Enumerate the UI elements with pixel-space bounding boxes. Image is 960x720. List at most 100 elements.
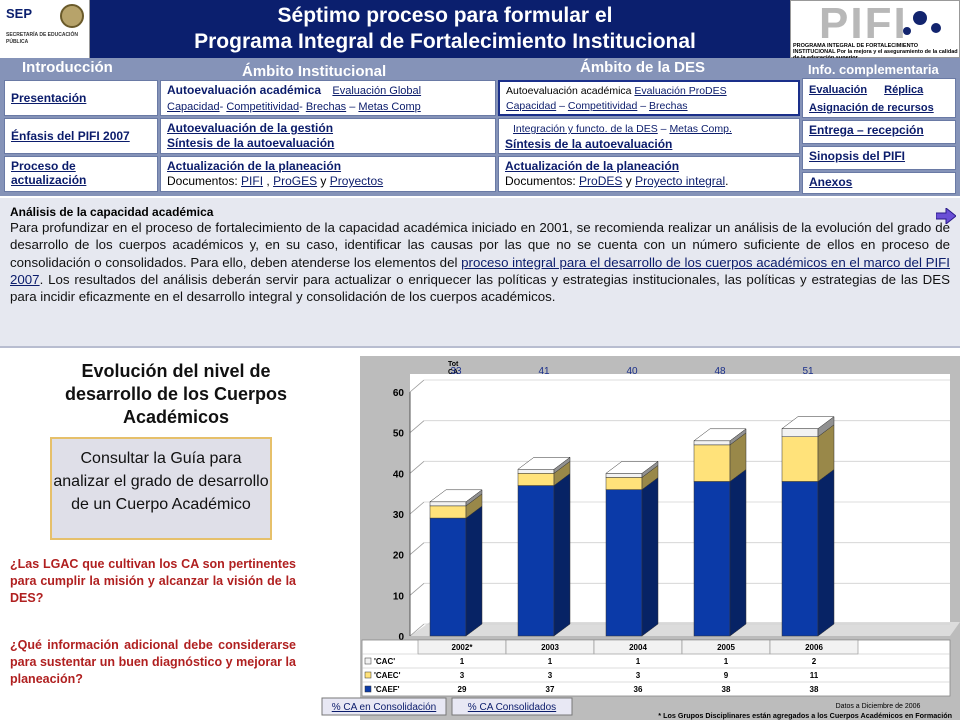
tab-ambito-institucional[interactable]: Ámbito Institucional	[242, 63, 387, 80]
nav-inst-planeacion: Actualización de la planeación Documento…	[160, 156, 496, 192]
sep-subtitle: SECRETARÍA DE EDUCACIÓN PÚBLICA	[6, 32, 78, 45]
y-tick-label: 30	[393, 510, 405, 521]
gridline-depth	[409, 420, 425, 433]
chart-toggle-button-1[interactable]	[321, 697, 447, 716]
table-value: 37	[546, 685, 555, 694]
link-inst-actualizacion[interactable]: Actualización de la planeación	[167, 159, 342, 173]
nav-entrega-recepcion[interactable]: Entrega – recepción	[802, 120, 956, 144]
bar-top	[429, 489, 483, 503]
link-des-actualizacion[interactable]: Actualización de la planeación	[505, 159, 680, 173]
chart-toggle-label-2[interactable]: % CA Consolidados	[468, 702, 556, 713]
table-value: 1	[548, 657, 553, 666]
inst-documentos-label: Documentos:	[167, 174, 238, 188]
des-documentos-label: Documentos:	[505, 174, 576, 188]
link-inst-brechas[interactable]: Brechas	[305, 101, 347, 113]
y-tick-label: 50	[393, 429, 405, 440]
legend-label: 'CAC'	[374, 657, 395, 666]
link-inst-metas-comp[interactable]: Metas Comp	[358, 101, 421, 113]
table-value: 2	[812, 657, 817, 666]
link-des-competitividad[interactable]: Competitividad	[567, 100, 638, 112]
table-value: 3	[548, 671, 553, 680]
nav-presentacion[interactable]: Presentación	[4, 80, 158, 116]
table-value: 1	[460, 657, 465, 666]
chart-toggle-label-1[interactable]: % CA en Consolidación	[332, 702, 437, 713]
tab-introduccion[interactable]: Introducción	[22, 59, 113, 76]
link-autoevaluacion-gestion[interactable]: Autoevaluación de la gestión	[167, 121, 334, 135]
tab-info-complementaria[interactable]: Info. complementaria	[808, 62, 939, 77]
nav-proceso-actualizacion[interactable]: Proceso de actualización	[4, 156, 158, 192]
table-year-label: 2005	[717, 643, 735, 652]
y-tick-label: 20	[393, 551, 405, 562]
bar-caec	[605, 477, 643, 490]
bar-cac	[605, 473, 643, 478]
bar-caef	[693, 481, 731, 637]
link-proyectos[interactable]: Proyectos	[329, 174, 384, 188]
bar-cac	[781, 428, 819, 437]
y-tick-label: 0	[398, 632, 404, 643]
table-value: 1	[636, 657, 641, 666]
nav-des-planeacion: Actualización de la planeación Documento…	[498, 156, 800, 192]
guide-button[interactable]: Consultar la Guía para analizar el grado…	[50, 437, 272, 540]
chart-toggle-button-2[interactable]	[451, 697, 573, 716]
legend-swatch	[364, 671, 372, 679]
link-evaluacion[interactable]: Evaluación	[809, 84, 868, 96]
nav-sinopsis-pifi[interactable]: Sinopsis del PIFI	[802, 146, 956, 170]
link-evaluacion-global[interactable]: Evaluación Global	[332, 85, 422, 97]
link-des-metas-comp[interactable]: Metas Comp.	[669, 123, 732, 135]
link-pifi[interactable]: PIFI	[241, 174, 264, 188]
link-inst-capacidad[interactable]: Capacidad	[167, 101, 220, 113]
link-des-brechas[interactable]: Brechas	[649, 100, 688, 112]
link-des-sintesis[interactable]: Síntesis de la autoevaluación	[505, 137, 673, 151]
table-value: 38	[722, 685, 731, 694]
nav-enfasis-pifi-2007[interactable]: Énfasis del PIFI 2007	[4, 118, 158, 154]
link-inst-competitividad[interactable]: Competitividad	[226, 101, 300, 113]
sep-logo-text: SEP	[6, 6, 33, 21]
link-inst-sintesis[interactable]: Síntesis de la autoevaluación	[167, 136, 335, 150]
gridline-depth	[409, 379, 425, 393]
legend-label: 'CAEC'	[374, 671, 401, 680]
pifi-logo-text: PIFI	[819, 0, 908, 48]
y-tick-label: 60	[393, 388, 405, 399]
analysis-text-1: Para profundizar en el proceso de fortal…	[10, 220, 950, 270]
total-label: 51	[802, 366, 814, 377]
analysis-text-2: . Los resultados del análisis deberán se…	[10, 271, 950, 305]
data-date-note: Datos a Diciembre de 2006	[836, 703, 921, 710]
link-proceso-integral[interactable]: proceso integral para el desarrollo de l…	[10, 254, 951, 287]
next-arrow-icon[interactable]	[936, 208, 956, 224]
link-evaluacion-prodes[interactable]: Evaluación ProDES	[634, 85, 727, 97]
table-value: 29	[458, 685, 467, 694]
total-label: 41	[538, 366, 550, 377]
link-integracion-des[interactable]: Integración y functo. de la DES	[513, 123, 658, 135]
chart-section-title: Evolución del nivel de desarrollo de los…	[64, 361, 288, 427]
bar-caec	[781, 436, 819, 482]
nav-inst-gestion: Autoevaluación de la gestión Síntesis de…	[160, 118, 496, 154]
nav-anexos[interactable]: Anexos	[802, 172, 956, 194]
bar-caef	[429, 517, 467, 637]
link-des-capacidad[interactable]: Capacidad	[506, 100, 557, 112]
table-value: 38	[810, 685, 819, 694]
gridline-depth	[409, 583, 425, 596]
table-value: 3	[460, 671, 465, 680]
analysis-title: Análisis de la capacidad académica	[10, 205, 214, 219]
des-autoevaluacion-label: Autoevaluación académica	[506, 85, 632, 97]
y-tick-label: 10	[393, 591, 405, 602]
tab-ambito-des[interactable]: Ámbito de la DES	[580, 59, 706, 76]
table-value: 9	[724, 671, 729, 680]
link-replica[interactable]: Réplica	[884, 84, 924, 96]
table-year-label: 2004	[629, 643, 647, 652]
link-asignacion-recursos[interactable]: Asignación de recursos	[809, 102, 934, 114]
question-lgac: ¿Las LGAC que cultivan los CA son pertin…	[10, 557, 296, 605]
gridline-depth	[409, 501, 425, 515]
bar-caef	[517, 485, 555, 637]
bar-cac	[517, 469, 555, 474]
mexico-seal-icon	[60, 4, 84, 28]
total-label: 48	[714, 366, 726, 377]
nav-inst-autoevaluacion: Autoevaluación académica Evaluación Glob…	[160, 80, 496, 116]
bar-side-caef	[641, 477, 659, 637]
y-tick-label: 40	[393, 469, 405, 480]
link-proyecto-integral[interactable]: Proyecto integral	[635, 174, 726, 188]
link-prodes[interactable]: ProDES	[579, 174, 623, 188]
bar-caef	[605, 489, 643, 637]
link-proges[interactable]: ProGES	[273, 174, 318, 188]
bar-top	[781, 416, 835, 429]
